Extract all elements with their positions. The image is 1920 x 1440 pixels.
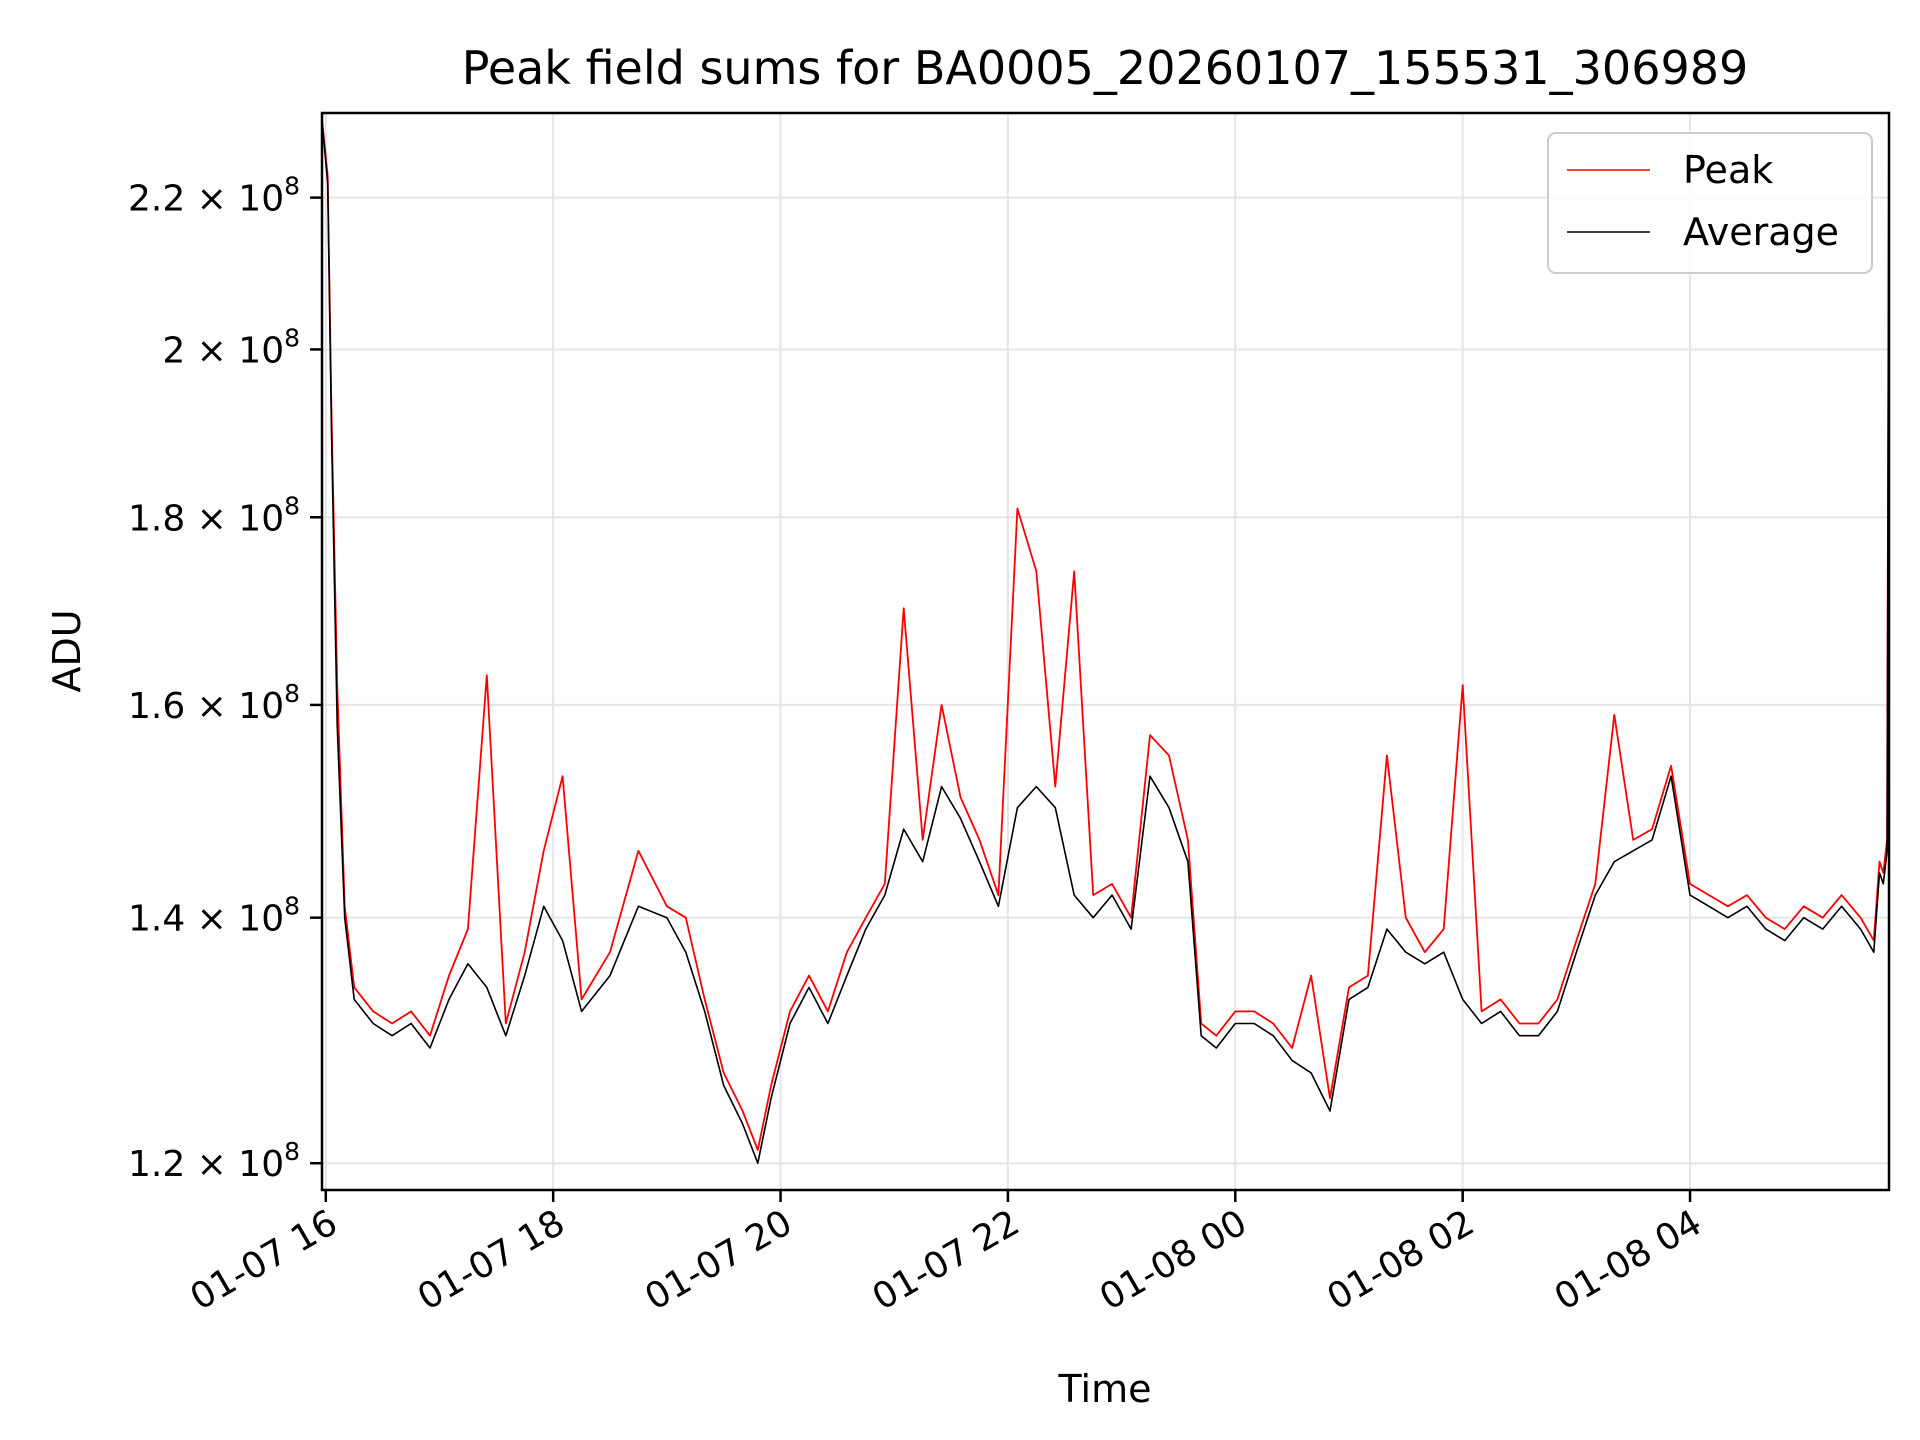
series-line-average: [321, 119, 1890, 1164]
y-tick-label: 1.6 × 108: [128, 679, 300, 727]
legend-label-peak: Peak: [1683, 148, 1773, 192]
y-tick-label: 2 × 108: [162, 323, 300, 371]
y-tick-label: 1.2 × 108: [128, 1137, 300, 1185]
plot-series: [321, 112, 1890, 1164]
y-tick-mantissa: 1.2: [128, 1144, 185, 1185]
y-tick-exponent: 8: [284, 1137, 300, 1166]
y-tick-times-ten: × 10: [185, 179, 284, 220]
y-tick-mantissa: 1.6: [128, 686, 185, 727]
y-tick-label: 1.8 × 108: [128, 491, 300, 539]
y-tick-exponent: 8: [284, 679, 300, 708]
series-line-peak: [321, 112, 1890, 1151]
legend-label-average: Average: [1683, 210, 1839, 254]
y-tick-label: 1.4 × 108: [128, 892, 300, 940]
y-tick-exponent: 8: [284, 491, 300, 520]
y-tick-times-ten: × 10: [185, 1144, 284, 1185]
chart-title: Peak field sums for BA0005_20260107_1555…: [462, 41, 1749, 95]
plot-frame: [320, 111, 1891, 1192]
x-axis-label: Time: [1058, 1367, 1152, 1411]
y-tick-mantissa: 2.2: [128, 179, 185, 220]
y-tick-times-ten: × 10: [185, 899, 284, 940]
legend: Peak Average: [1547, 132, 1873, 274]
y-tick-label: 2.2 × 108: [128, 172, 300, 220]
y-axis-label: ADU: [45, 609, 89, 692]
y-tick-exponent: 8: [284, 172, 300, 201]
y-tick-exponent: 8: [284, 892, 300, 921]
grid: [322, 113, 1889, 1190]
y-tick-exponent: 8: [284, 323, 300, 352]
y-tick-times-ten: × 10: [185, 330, 284, 371]
legend-box: [1547, 132, 1873, 274]
y-tick-mantissa: 1.8: [128, 498, 185, 539]
y-tick-mantissa: 1.4: [128, 899, 185, 940]
y-tick-times-ten: × 10: [185, 498, 284, 539]
y-tick-times-ten: × 10: [185, 686, 284, 727]
y-tick-mantissa: 2: [162, 330, 185, 371]
